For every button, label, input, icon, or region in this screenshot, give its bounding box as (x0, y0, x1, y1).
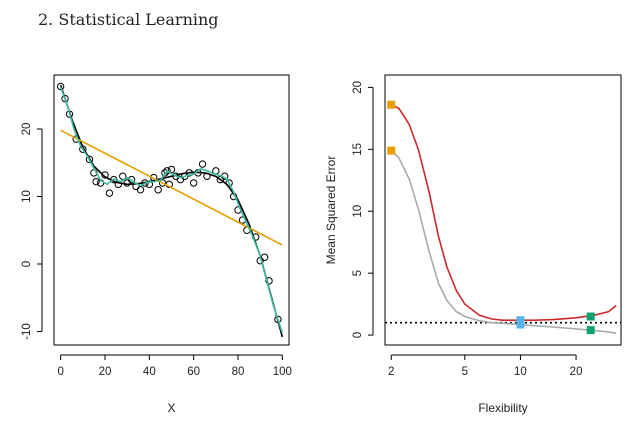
square-marker (586, 326, 595, 335)
x-tick-label: 10 (514, 366, 527, 378)
data-point (92, 177, 100, 186)
y-tick-label: 20 (21, 123, 33, 136)
data-point (154, 186, 162, 194)
x-axis-label: Flexibility (478, 401, 527, 415)
series-line (59, 84, 284, 338)
y-tick-label: 10 (21, 190, 33, 203)
y-tick-label: 0 (21, 261, 33, 267)
data-point (61, 94, 69, 103)
data-point (105, 189, 114, 197)
plot-frame (53, 74, 290, 346)
y-tick-label: 20 (352, 81, 364, 94)
data-point (158, 179, 167, 187)
x-tick-label: 20 (570, 366, 583, 378)
y-tick-label: 10 (352, 205, 364, 218)
x-tick-label: 40 (143, 366, 156, 378)
square-marker (387, 146, 396, 155)
y-tick-label: -10 (21, 323, 33, 340)
series-line (59, 86, 284, 334)
series-line (390, 103, 617, 321)
square-marker (387, 100, 396, 109)
x-axis-label: X (167, 401, 175, 415)
series-line (60, 129, 283, 246)
y-tick-label: 5 (352, 270, 364, 276)
data-point (198, 160, 207, 168)
square-marker (516, 320, 525, 329)
x-tick-label: 100 (273, 366, 292, 378)
x-tick-label: 20 (99, 366, 112, 378)
data-point (85, 155, 94, 164)
y-tick-label: 0 (352, 332, 364, 338)
x-tick-label: 0 (57, 366, 63, 378)
x-tick-label: 60 (187, 366, 200, 378)
data-point (189, 179, 198, 187)
x-tick-label: 2 (388, 366, 394, 378)
square-marker (586, 312, 595, 321)
page-header: 2. Statistical Learning (38, 10, 219, 29)
y-axis-label: Mean Squared Error (324, 156, 338, 265)
series-line (390, 150, 617, 334)
data-point (163, 167, 171, 175)
x-tick-label: 5 (462, 366, 468, 378)
plot-frame (384, 74, 622, 346)
data-point (101, 171, 109, 179)
data-point (161, 169, 169, 177)
data-point (127, 175, 136, 184)
data-point (56, 82, 65, 91)
y-tick-label: 15 (352, 143, 364, 156)
data-point (260, 253, 269, 261)
data-point (265, 277, 273, 285)
square-marker (516, 316, 525, 325)
x-tick-label: 80 (232, 366, 245, 378)
